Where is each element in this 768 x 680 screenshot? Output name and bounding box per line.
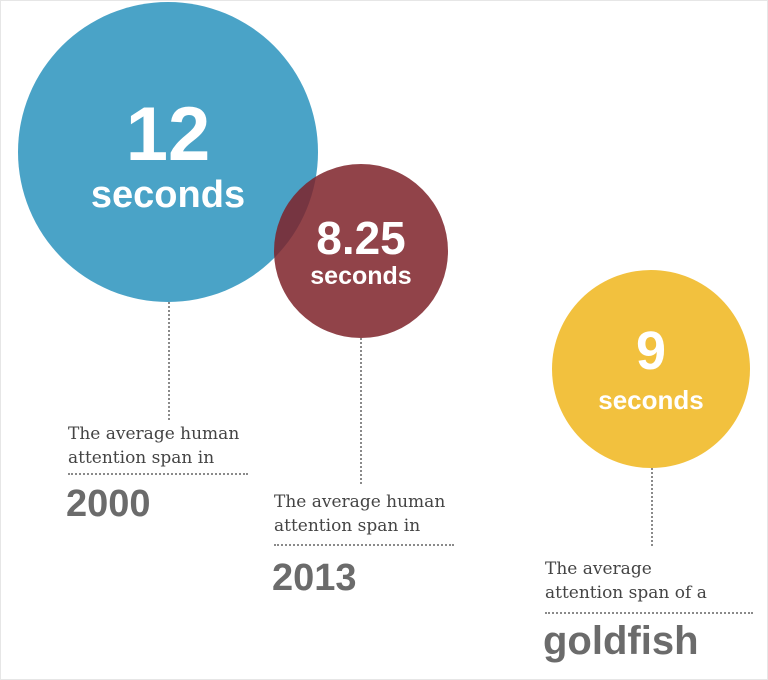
caption-2013: The average human attention span in: [274, 490, 445, 538]
subject-label-goldfish: goldfish: [543, 619, 699, 663]
value-number: 8.25: [316, 212, 406, 264]
caption-line: The average: [545, 559, 652, 579]
circle-goldfish: 9 seconds: [552, 270, 750, 468]
value-number: 9: [635, 321, 667, 381]
connector-line-2000: [168, 302, 170, 420]
caption-goldfish: The average attention span of a: [545, 557, 707, 605]
circle-2000: 12 seconds: [18, 2, 318, 302]
caption-divider: [274, 544, 454, 546]
value-number: 12: [125, 92, 211, 177]
connector-line-2013: [360, 338, 362, 484]
value-unit: seconds: [310, 262, 412, 290]
caption-divider: [545, 612, 753, 614]
connector-line-goldfish: [651, 468, 653, 546]
subject-label-2000: 2000: [66, 483, 151, 525]
caption-2000: The average human attention span in: [68, 422, 239, 470]
caption-line: attention span in: [68, 448, 215, 468]
caption-line: attention span in: [274, 516, 421, 536]
circle-2013: 8.25 seconds: [274, 164, 448, 338]
caption-line: attention span of a: [545, 583, 707, 603]
value-unit: seconds: [90, 174, 246, 216]
caption-line: The average human: [274, 492, 446, 512]
value-unit: seconds: [598, 385, 704, 415]
subject-label-2013: 2013: [272, 557, 357, 599]
caption-line: The average human: [68, 424, 240, 444]
caption-divider: [68, 473, 248, 475]
